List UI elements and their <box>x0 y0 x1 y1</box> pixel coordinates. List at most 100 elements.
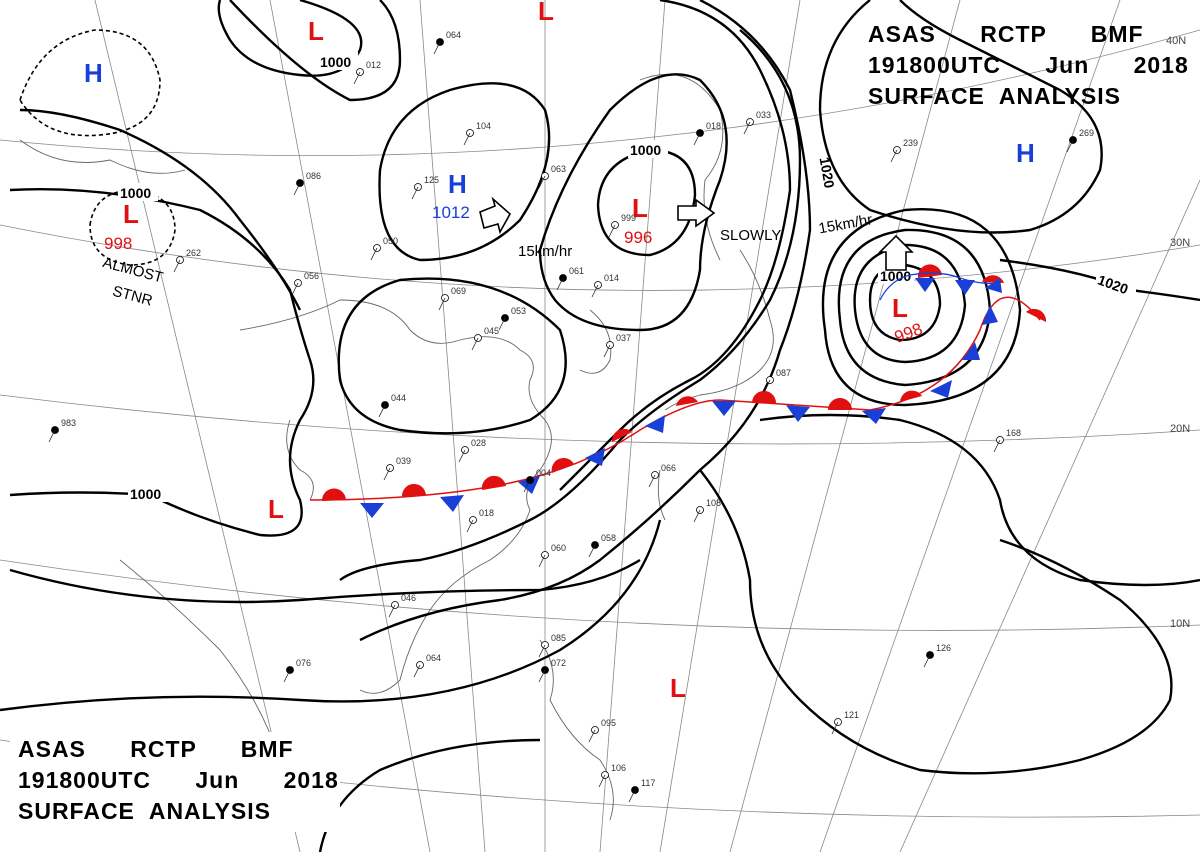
stationary-front <box>309 264 1047 518</box>
header-bottom-left: ASAS RCTP BMF 191800UTC Jun 2018 SURFACE… <box>10 732 340 832</box>
cold-front-marks <box>360 278 1002 518</box>
wind-barb <box>648 474 656 488</box>
wind-barb <box>293 182 301 196</box>
isobar-label-1000-east: 1000 <box>880 268 911 284</box>
wind-barb <box>463 132 471 146</box>
longitude-lines <box>94 0 1200 852</box>
station-pressure: 269 <box>1079 128 1094 138</box>
wind-barb <box>693 509 701 523</box>
station-pressure: 239 <box>903 138 918 148</box>
station-pressure: 983 <box>61 418 76 428</box>
coastlines <box>19 73 774 821</box>
wind-barb <box>411 186 419 200</box>
wind-barb <box>283 669 291 683</box>
wind-barb <box>598 774 606 788</box>
label-h-motion: 15km/hr <box>518 243 572 260</box>
wind-barb <box>523 479 531 493</box>
station-pressure: 039 <box>396 456 411 466</box>
isobar-label-1000-top: 1000 <box>320 54 351 70</box>
wind-barb <box>413 664 421 678</box>
station-pressure: 104 <box>476 121 491 131</box>
wind-barb <box>48 429 56 443</box>
station-pressure: 999 <box>621 213 636 223</box>
wind-barb <box>370 247 378 261</box>
low-center-southwest: L <box>268 494 284 524</box>
latitude-label-group: 40N 30N 20N 10N <box>1166 35 1190 630</box>
isobar-label-1000-west: 1000 <box>120 185 151 201</box>
isobar-label-1000-south: 1000 <box>130 486 161 502</box>
station-pressure: 106 <box>611 763 626 773</box>
station-pressure: 095 <box>601 718 616 728</box>
low-center-west: L <box>123 199 139 229</box>
wind-barb <box>763 379 771 393</box>
low-center-central-value: 996 <box>624 228 652 247</box>
dashed-isobars <box>19 29 176 266</box>
high-center-mid: H <box>448 169 467 199</box>
label-stnr: STNR <box>111 283 155 310</box>
wind-barb <box>538 669 546 683</box>
high-center-ne: H <box>1016 138 1035 168</box>
label-almost: ALMOST <box>101 254 165 286</box>
wind-barb <box>388 604 396 618</box>
wind-barb <box>173 259 181 273</box>
wind-barb <box>588 544 596 558</box>
east-motion-arrow-icon <box>878 234 914 271</box>
isobar-label-1020-ne: 1020 <box>817 156 838 190</box>
station-pressure: 066 <box>661 463 676 473</box>
high-center-mid-value: 1012 <box>432 203 470 222</box>
station-pressure: 063 <box>551 164 566 174</box>
wind-barb <box>458 449 466 463</box>
station-pressure: 014 <box>604 273 619 283</box>
station-pressure: 061 <box>569 266 584 276</box>
wind-barb <box>890 149 898 163</box>
l-motion-arrow-icon <box>677 198 716 228</box>
wind-barb <box>433 41 441 55</box>
wind-barb <box>471 337 479 351</box>
header-tr-line1: ASAS RCTP BMF <box>868 21 1144 47</box>
header-top-right: ASAS RCTP BMF 191800UTC Jun 2018 SURFACE… <box>868 21 1188 109</box>
h-motion-arrow-icon <box>479 196 512 235</box>
station-pressure: 064 <box>446 30 461 40</box>
low-center-south: L <box>670 673 686 703</box>
station-pressure: 086 <box>306 171 321 181</box>
station-pressure: 125 <box>424 175 439 185</box>
station-pressure: 072 <box>551 658 566 668</box>
motion-arrows <box>479 196 914 271</box>
station-pressure: 037 <box>616 333 631 343</box>
label-l-motion: SLOWLY <box>720 227 781 244</box>
station-pressure: 060 <box>551 543 566 553</box>
wind-barb <box>538 175 546 189</box>
wind-barb <box>831 721 839 735</box>
station-plots: 064 012 104 086 125 063 018 033 239 269 050 056 061 0… <box>48 30 1094 803</box>
station-pressure: 012 <box>366 60 381 70</box>
wind-barb <box>538 554 546 568</box>
station-pressure: 004 <box>536 468 551 478</box>
wind-barb <box>923 654 931 668</box>
wind-barb <box>383 467 391 481</box>
lat-label-20n: 20N <box>1170 423 1190 435</box>
wind-barb <box>603 344 611 358</box>
station-pressure: 064 <box>426 653 441 663</box>
warm-front-marks <box>321 264 1047 501</box>
station-pressure: 126 <box>936 643 951 653</box>
wind-barb <box>438 297 446 311</box>
station-pressure: 018 <box>479 508 494 518</box>
station-pressure: 028 <box>471 438 486 448</box>
low-center-east: L <box>892 293 908 323</box>
wind-barb <box>1066 139 1074 153</box>
station-pressure: 168 <box>1006 428 1021 438</box>
station-pressure: 121 <box>844 710 859 720</box>
wind-barb <box>628 789 636 803</box>
low-center-central: L <box>632 193 648 223</box>
station-pressure: 076 <box>296 658 311 668</box>
station-pressure: 069 <box>451 286 466 296</box>
header-tr-line3: SURFACE ANALYSIS <box>868 83 1121 109</box>
station-pressure: 050 <box>383 236 398 246</box>
station-pressure: 046 <box>401 593 416 603</box>
station-pressure: 056 <box>304 271 319 281</box>
low-center-north: L <box>308 16 324 46</box>
wind-barb <box>591 284 599 298</box>
wind-barb <box>378 404 386 418</box>
